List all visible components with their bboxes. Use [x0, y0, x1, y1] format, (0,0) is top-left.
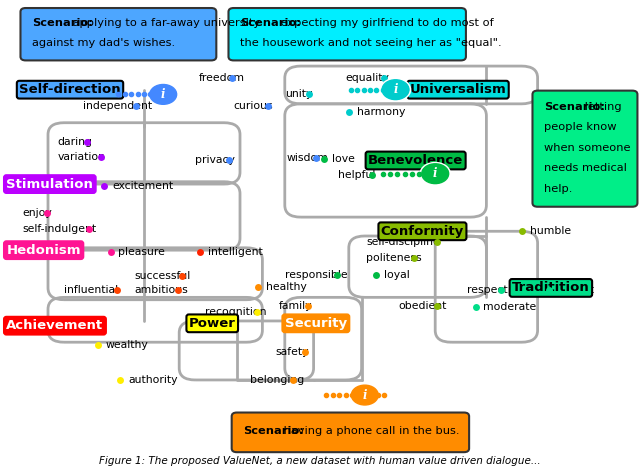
Text: having a phone call in the bus.: having a phone call in the bus.	[280, 426, 460, 436]
Text: responsible: responsible	[285, 270, 348, 280]
Text: Achievement: Achievement	[6, 319, 104, 332]
Text: self-indulgent: self-indulgent	[22, 224, 97, 234]
Text: curious: curious	[234, 101, 273, 111]
Text: freedom: freedom	[198, 73, 244, 83]
Text: healthy: healthy	[266, 281, 307, 292]
Text: intelligent: intelligent	[208, 246, 263, 257]
FancyBboxPatch shape	[20, 8, 216, 60]
Text: Stimulation: Stimulation	[6, 177, 93, 191]
Text: letting: letting	[581, 101, 621, 112]
Text: recognition: recognition	[205, 306, 266, 317]
Text: i: i	[433, 167, 438, 180]
FancyBboxPatch shape	[532, 91, 637, 207]
Text: wisdom: wisdom	[287, 153, 328, 163]
Text: Power: Power	[189, 317, 236, 330]
Circle shape	[351, 385, 378, 405]
FancyBboxPatch shape	[228, 8, 466, 60]
Text: Universalism: Universalism	[410, 83, 506, 96]
Text: equality: equality	[346, 73, 390, 83]
Text: humble: humble	[530, 226, 571, 236]
Text: harmony: harmony	[357, 107, 406, 118]
Text: applying to a far-away university: applying to a far-away university	[69, 18, 260, 28]
Text: wealthy: wealthy	[106, 339, 148, 350]
Text: loyal: loyal	[384, 270, 410, 280]
Text: ambitious: ambitious	[134, 285, 188, 295]
Text: i: i	[161, 88, 166, 101]
Text: the housework and not seeing her as "equal".: the housework and not seeing her as "equ…	[240, 38, 502, 48]
Text: Scenario:: Scenario:	[243, 426, 304, 436]
Text: help.: help.	[544, 184, 572, 194]
Circle shape	[422, 164, 449, 184]
Text: needs medical: needs medical	[544, 163, 627, 173]
Text: Conformity: Conformity	[381, 225, 464, 238]
Text: influential: influential	[64, 285, 118, 295]
Text: expecting my girlfriend to do most of: expecting my girlfriend to do most of	[277, 18, 494, 28]
Text: privacy: privacy	[195, 155, 235, 166]
Text: devout: devout	[557, 285, 595, 295]
Text: i: i	[362, 388, 367, 402]
Text: daring: daring	[58, 136, 93, 147]
Text: Scenario:: Scenario:	[32, 18, 93, 28]
Text: family: family	[278, 301, 312, 311]
Text: belonging: belonging	[250, 375, 304, 385]
Text: i: i	[393, 83, 398, 96]
Text: Self-direction: Self-direction	[19, 83, 121, 96]
Text: Scenario:: Scenario:	[544, 101, 605, 112]
Text: Benevolence: Benevolence	[368, 154, 463, 167]
Text: respect: respect	[467, 285, 508, 295]
Text: helpful: helpful	[338, 169, 375, 180]
Text: excitement: excitement	[112, 181, 173, 192]
Text: moderate: moderate	[483, 302, 536, 312]
Text: politeness: politeness	[366, 253, 422, 263]
Text: Figure 1: The proposed ValueNet, a new dataset with human value driven dialogue.: Figure 1: The proposed ValueNet, a new d…	[99, 456, 541, 466]
Circle shape	[150, 84, 177, 104]
Text: pleasure: pleasure	[118, 246, 165, 257]
Text: Traditition: Traditition	[512, 281, 589, 295]
Text: variation: variation	[58, 152, 106, 162]
Text: safety: safety	[275, 346, 308, 357]
Text: authority: authority	[128, 375, 177, 385]
Text: Security: Security	[285, 317, 347, 330]
Text: obedient: obedient	[398, 301, 447, 311]
FancyBboxPatch shape	[232, 413, 469, 452]
Text: independent: independent	[83, 101, 152, 111]
Text: against my dad's wishes.: against my dad's wishes.	[32, 38, 175, 48]
Text: Hedonism: Hedonism	[6, 244, 81, 257]
Text: successful: successful	[134, 271, 191, 281]
Circle shape	[382, 80, 409, 100]
Text: people know: people know	[544, 122, 616, 132]
Text: when someone: when someone	[544, 143, 630, 152]
Text: love: love	[332, 154, 355, 164]
Text: unity: unity	[285, 89, 312, 100]
Text: self-discipline: self-discipline	[366, 237, 440, 247]
Text: enjoy: enjoy	[22, 208, 52, 219]
Text: Scenario:: Scenario:	[240, 18, 301, 28]
